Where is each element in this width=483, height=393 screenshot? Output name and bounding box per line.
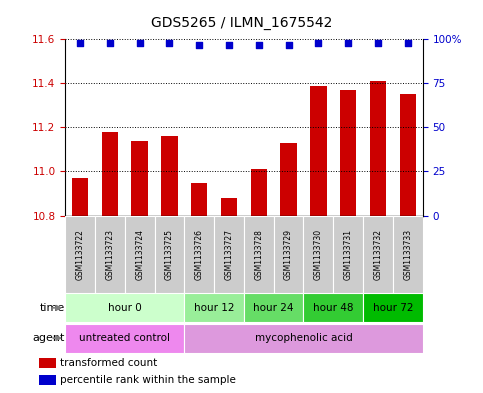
Bar [214, 216, 244, 293]
Text: untreated control: untreated control [79, 333, 170, 343]
Bar [274, 216, 303, 293]
Text: GSM1133722: GSM1133722 [76, 229, 85, 279]
Text: GSM1133725: GSM1133725 [165, 229, 174, 279]
Text: hour 24: hour 24 [254, 303, 294, 313]
Text: agent: agent [32, 333, 65, 343]
Text: hour 48: hour 48 [313, 303, 354, 313]
Bar [191, 182, 207, 216]
Text: GSM1133729: GSM1133729 [284, 229, 293, 279]
Bar [303, 216, 333, 293]
Bar [102, 132, 118, 216]
Bar [161, 136, 178, 216]
Bar [244, 216, 274, 293]
Bar [393, 216, 423, 293]
Text: GSM1133733: GSM1133733 [403, 229, 412, 280]
Bar [281, 143, 297, 216]
Text: GSM1133728: GSM1133728 [255, 229, 263, 279]
Bar [363, 293, 423, 322]
Point [404, 40, 412, 46]
Bar [39, 375, 56, 386]
Text: GSM1133724: GSM1133724 [135, 229, 144, 279]
Bar [95, 216, 125, 293]
Bar [221, 198, 237, 216]
Text: GDS5265 / ILMN_1675542: GDS5265 / ILMN_1675542 [151, 16, 332, 30]
Text: percentile rank within the sample: percentile rank within the sample [60, 375, 236, 386]
Bar [131, 141, 148, 216]
Bar [185, 323, 423, 353]
Bar [399, 94, 416, 216]
Point [196, 41, 203, 48]
Point [344, 40, 352, 46]
Bar [244, 293, 303, 322]
Text: GSM1133732: GSM1133732 [373, 229, 383, 279]
Point [166, 40, 173, 46]
Text: hour 72: hour 72 [372, 303, 413, 313]
Text: mycophenolic acid: mycophenolic acid [255, 333, 353, 343]
Text: GSM1133730: GSM1133730 [314, 229, 323, 280]
Point [225, 41, 233, 48]
Text: time: time [39, 303, 65, 313]
Text: GSM1133727: GSM1133727 [225, 229, 233, 279]
Point [374, 40, 382, 46]
Text: hour 12: hour 12 [194, 303, 234, 313]
Bar [39, 358, 56, 367]
Bar [251, 169, 267, 216]
Point [76, 40, 84, 46]
Point [314, 40, 322, 46]
Bar [72, 178, 88, 216]
Bar [65, 323, 185, 353]
Bar [185, 216, 214, 293]
Bar [303, 293, 363, 322]
Bar [333, 216, 363, 293]
Bar [185, 293, 244, 322]
Bar [125, 216, 155, 293]
Text: transformed count: transformed count [60, 358, 157, 367]
Bar [65, 293, 185, 322]
Text: GSM1133723: GSM1133723 [105, 229, 114, 279]
Bar [65, 216, 95, 293]
Bar [340, 90, 356, 216]
Text: hour 0: hour 0 [108, 303, 142, 313]
Bar [370, 81, 386, 216]
Point [136, 40, 143, 46]
Text: GSM1133731: GSM1133731 [344, 229, 353, 279]
Bar [363, 216, 393, 293]
Text: GSM1133726: GSM1133726 [195, 229, 204, 279]
Point [255, 41, 263, 48]
Point [285, 41, 293, 48]
Bar [155, 216, 185, 293]
Point [106, 40, 114, 46]
Bar [310, 86, 327, 216]
